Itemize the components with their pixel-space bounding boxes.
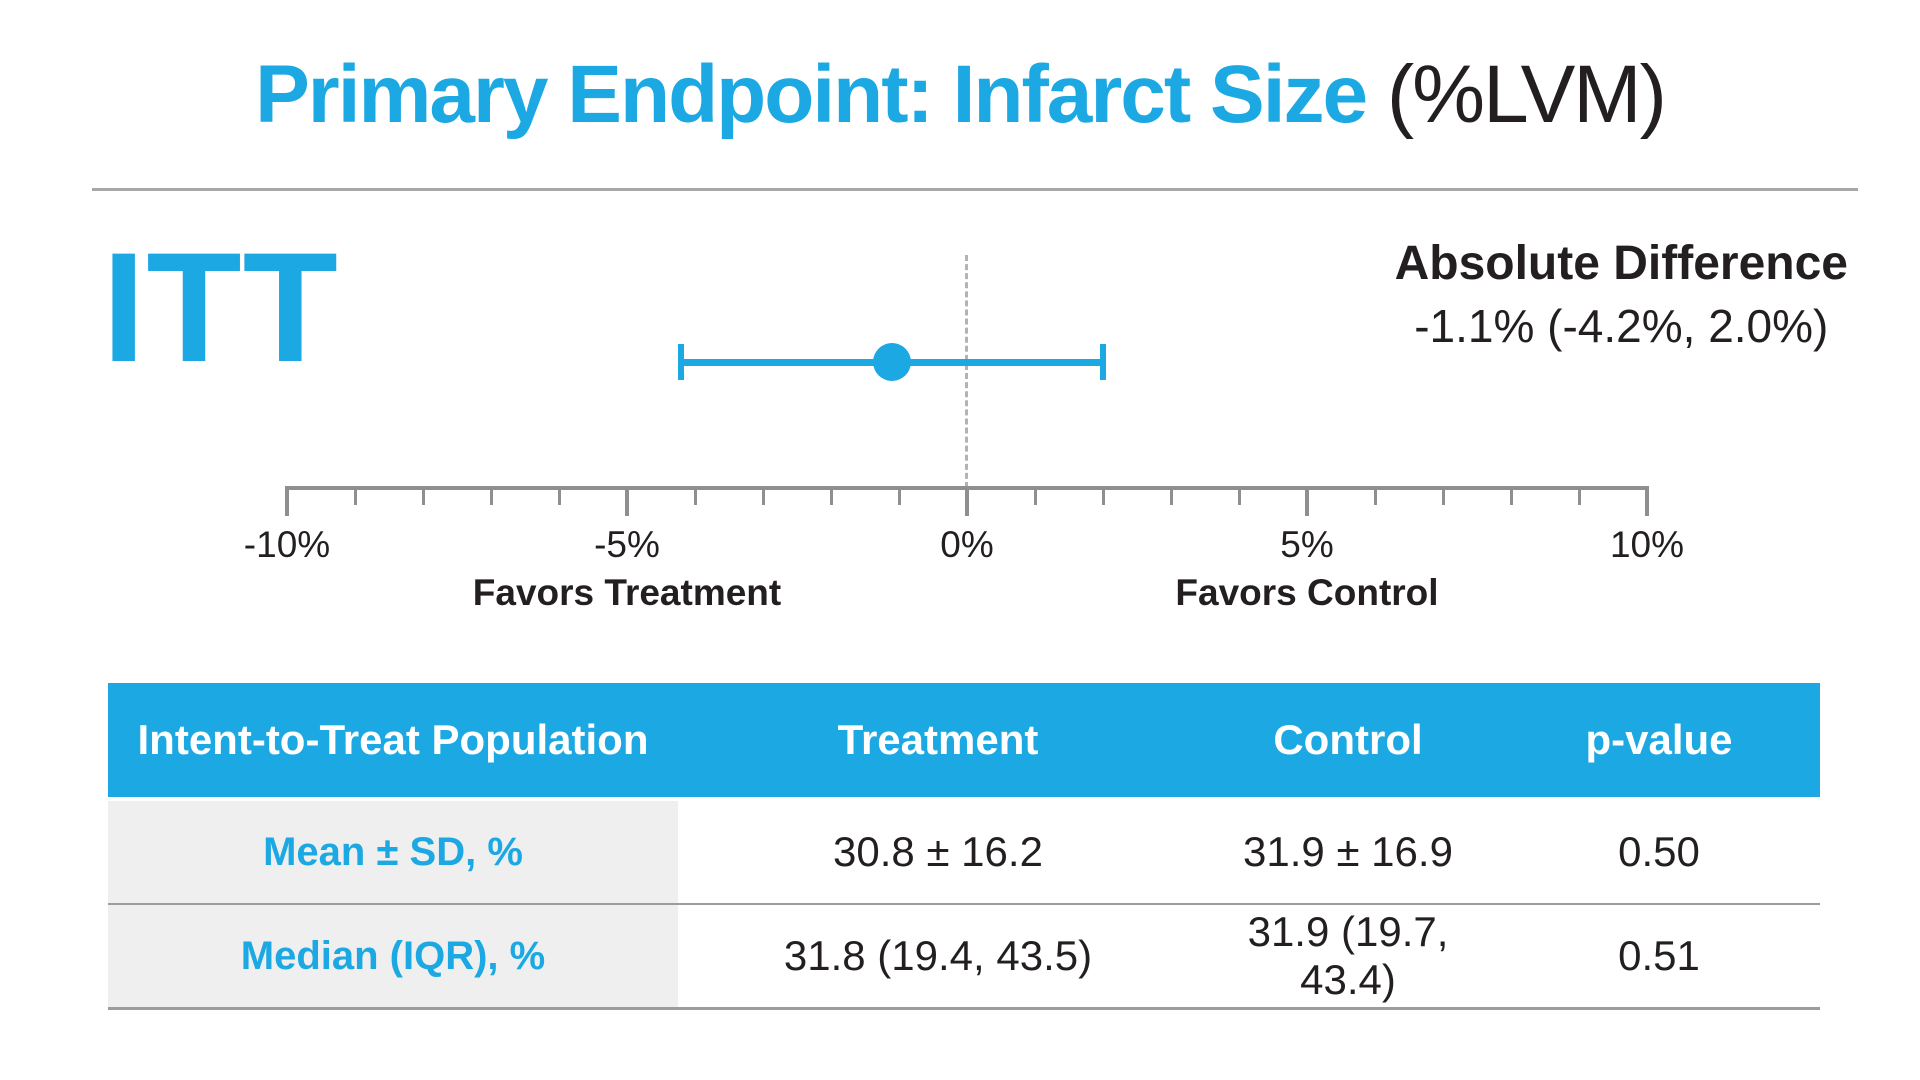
page-title-suffix: (%LVM) [1366, 49, 1667, 140]
axis-major-tick [285, 488, 289, 516]
zero-reference-line [965, 255, 968, 488]
mean-control-value: 31.9 ± 16.9 [1198, 799, 1498, 905]
absolute-difference-annotation: Absolute Difference -1.1% (-4.2%, 2.0%) [1395, 234, 1848, 356]
axis-minor-tick [1033, 488, 1037, 505]
axis-minor-tick [829, 488, 833, 505]
median-control-value: 31.9 (19.7, 43.4) [1198, 904, 1498, 1010]
page-title: Primary Endpoint: Infarct Size (%LVM) [0, 48, 1920, 142]
favors-control-label: Favors Control [1175, 572, 1439, 613]
ci-cap-right [1100, 344, 1106, 380]
axis-major-tick [965, 488, 969, 516]
axis-minor-tick [1169, 488, 1173, 505]
axis-major-tick [1645, 488, 1649, 516]
axis-minor-tick [1101, 488, 1105, 505]
axis-major-tick [625, 488, 629, 516]
axis-minor-tick [693, 488, 697, 505]
median-pvalue: 0.51 [1498, 904, 1820, 1010]
table-row-mean: Mean ± SD, % 30.8 ± 16.2 31.9 ± 16.9 0.5… [108, 799, 1820, 905]
median-treatment-value: 31.8 (19.4, 43.5) [678, 904, 1198, 1010]
axis-minor-tick [1577, 488, 1581, 505]
axis-minor-tick [557, 488, 561, 505]
table-header-pvalue: p-value [1498, 683, 1820, 801]
favors-treatment-label: Favors Treatment [472, 572, 782, 613]
title-divider [92, 188, 1858, 191]
table-header-population: Intent-to-Treat Population [108, 683, 678, 801]
axis-minor-tick [1509, 488, 1513, 505]
mean-treatment-value: 30.8 ± 16.2 [678, 799, 1198, 905]
table-row-median: Median (IQR), % 31.8 (19.4, 43.5) 31.9 (… [108, 904, 1820, 1010]
table-header-control: Control [1198, 683, 1498, 801]
page-title-main: Primary Endpoint: Infarct Size [255, 49, 1368, 140]
mean-pvalue: 0.50 [1498, 799, 1820, 905]
axis-minor-tick [489, 488, 493, 505]
axis-minor-tick [761, 488, 765, 505]
axis-major-tick [1305, 488, 1309, 516]
axis-tick-label: 10% [1609, 524, 1685, 565]
axis-minor-tick [1237, 488, 1241, 505]
row-label-mean: Mean ± SD, % [108, 799, 678, 905]
ci-cap-left [678, 344, 685, 380]
results-table: Intent-to-Treat Population Treatment Con… [108, 683, 1820, 1010]
row-label-median: Median (IQR), % [108, 904, 678, 1010]
axis-tick-label: -5% [594, 524, 660, 565]
axis-tick-label: -10% [243, 524, 331, 565]
axis-tick-label: 0% [940, 524, 994, 565]
axis-minor-tick [421, 488, 425, 505]
axis-minor-tick [1441, 488, 1445, 505]
absolute-difference-heading: Absolute Difference [1394, 237, 1848, 290]
point-estimate-marker [873, 343, 912, 381]
axis-tick-label: 5% [1280, 524, 1334, 565]
axis-minor-tick [1373, 488, 1377, 505]
axis-minor-tick [897, 488, 901, 505]
absolute-difference-value: -1.1% (-4.2%, 2.0%) [1414, 300, 1829, 352]
axis-minor-tick [353, 488, 357, 505]
population-label: ITT [102, 221, 339, 395]
table-header-row: Intent-to-Treat Population Treatment Con… [108, 683, 1820, 801]
table-header-treatment: Treatment [678, 683, 1198, 801]
